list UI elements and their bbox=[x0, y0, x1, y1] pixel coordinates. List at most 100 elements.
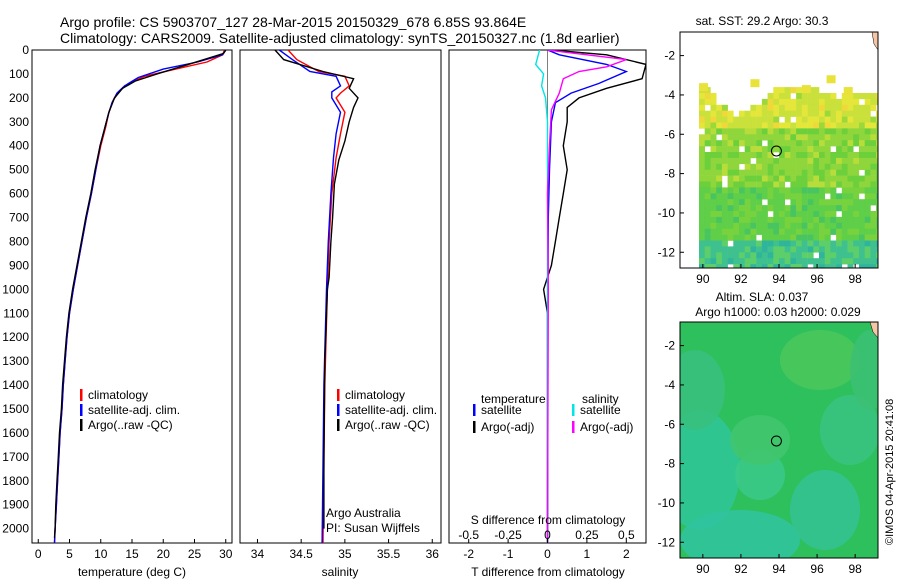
depth-tick-label: 900 bbox=[9, 258, 29, 272]
legend-swatch bbox=[337, 404, 340, 416]
legend-entry: satellite bbox=[481, 403, 522, 417]
difference-xtick-label: -2 bbox=[463, 547, 474, 561]
temperature-xlabel: temperature (deg C) bbox=[78, 565, 186, 579]
map-xtick-label: 96 bbox=[810, 562, 824, 576]
s-scale-label: 0 bbox=[544, 528, 551, 542]
map-ytick-label: -12 bbox=[658, 245, 676, 259]
legend-title-temperature: temperature bbox=[481, 392, 546, 406]
depth-tick-label: 1000 bbox=[2, 282, 29, 296]
map-xtick-label: 90 bbox=[696, 272, 710, 286]
map-xtick-label: 94 bbox=[772, 562, 786, 576]
map-xtick-label: 92 bbox=[734, 562, 748, 576]
land-patch bbox=[869, 322, 878, 339]
difference-panel: -2 -1 0 1 2 S difference from climatology -0… bbox=[448, 49, 647, 579]
depth-tick-label: 2000 bbox=[2, 522, 29, 536]
map-ytick-label: -12 bbox=[658, 535, 676, 549]
salinity-annotation-line-1: Argo Australia bbox=[326, 506, 401, 520]
difference-xtick-label: 1 bbox=[584, 547, 591, 561]
legend-entry: satellite-adj. clim. bbox=[88, 403, 180, 417]
difference-s-label: S difference from climatology bbox=[471, 513, 626, 527]
legend-swatch bbox=[337, 419, 340, 431]
sst-map-panel: sat. SST: 29.2 Argo: 30.3 90 92 94 96 98 -2 -4… bbox=[658, 14, 879, 286]
map-ytick-label: -10 bbox=[658, 496, 676, 510]
depth-tick-label: 200 bbox=[9, 91, 29, 105]
legend-entry: climatology bbox=[345, 388, 405, 402]
legend-entry: satellite bbox=[580, 403, 621, 417]
temperature-xtick-label: 25 bbox=[188, 547, 202, 561]
salinity-panel: 34 34.5 35 35.5 36 salinity climatologysatel… bbox=[239, 49, 442, 579]
map-xtick-label: 92 bbox=[734, 272, 748, 286]
depth-tick-label: 1100 bbox=[3, 306, 29, 320]
depth-tick-label: 300 bbox=[9, 115, 29, 129]
map-xtick-label: 98 bbox=[848, 562, 862, 576]
map-ytick-label: -8 bbox=[664, 167, 675, 181]
legend-swatch bbox=[473, 421, 476, 433]
difference-xtick-label: 2 bbox=[623, 547, 630, 561]
temperature-xtick-label: 10 bbox=[94, 547, 108, 561]
temperature-xtick-label: 5 bbox=[66, 547, 73, 561]
float-position-marker bbox=[770, 145, 782, 157]
legend-entry: Argo(..raw -QC) bbox=[88, 418, 173, 432]
temperature-xtick-label: 20 bbox=[157, 547, 171, 561]
sla-map-subtitle: Argo h1000: 0.03 h2000: 0.029 bbox=[695, 305, 861, 319]
difference-xtick-label: -1 bbox=[503, 547, 514, 561]
difference-x-axis: -2 -1 0 1 2 bbox=[463, 539, 630, 561]
depth-tick-label: 500 bbox=[9, 163, 29, 177]
legend-swatch bbox=[572, 421, 575, 433]
depth-tick-label: 700 bbox=[9, 211, 29, 225]
depth-tick-label: 1900 bbox=[2, 498, 29, 512]
temperature-panel: 0 5 10 15 20 25 30 temperature (deg C) climato… bbox=[31, 49, 233, 579]
title-line-2: Climatology: CARS2009. Satellite-adjuste… bbox=[60, 30, 620, 46]
salinity-plot-frame bbox=[239, 49, 442, 544]
temperature-x-axis: 0 5 10 15 20 25 30 bbox=[35, 539, 233, 561]
sla-heatmap-cells bbox=[680, 322, 878, 558]
map-ytick-label: -2 bbox=[664, 339, 675, 353]
legend-entry: Argo(-adj) bbox=[580, 420, 633, 434]
depth-tick-label: 1300 bbox=[2, 354, 29, 368]
sst-map-axes: 90 92 94 96 98 -2 -4 -6 -8 -10 -12 bbox=[658, 49, 862, 286]
depth-axis: 0 100 200 300 400 500 600 700 800 900 1000 1100 1200… bbox=[2, 43, 36, 536]
legend-entry: Argo(..raw -QC) bbox=[345, 418, 430, 432]
land-patch bbox=[871, 32, 878, 51]
depth-tick-label: 1800 bbox=[2, 474, 29, 488]
sst-heatmap-cells bbox=[699, 75, 878, 268]
legend-title-salinity: salinity bbox=[582, 392, 619, 406]
temperature-plot-frame bbox=[31, 49, 233, 544]
salinity-xtick-label: 34 bbox=[251, 547, 265, 561]
temperature-series-2 bbox=[53, 50, 227, 539]
legend-swatch bbox=[80, 419, 83, 431]
map-ytick-label: -4 bbox=[664, 88, 675, 102]
difference-xlabel: T difference from climatology bbox=[471, 565, 625, 579]
float-position-marker bbox=[770, 435, 782, 447]
depth-tick-label: 1200 bbox=[2, 330, 29, 344]
title-line-1: Argo profile: CS 5903707_127 28-Mar-2015… bbox=[60, 14, 527, 30]
difference-s-scale: -0.5 -0.25 0 0.25 0.5 bbox=[458, 528, 635, 542]
difference-legend: temperature salinity satellite Argo(-adj)… bbox=[473, 392, 633, 434]
depth-tick-label: 0 bbox=[22, 43, 29, 57]
legend-swatch bbox=[572, 404, 575, 416]
legend-entry: satellite-adj. clim. bbox=[345, 403, 437, 417]
salinity-series-2 bbox=[274, 50, 359, 529]
salinity-xtick-label: 34.5 bbox=[289, 547, 313, 561]
depth-tick-label: 400 bbox=[9, 139, 29, 153]
difference-series-3 bbox=[546, 50, 627, 543]
legend-swatch bbox=[80, 389, 83, 401]
difference-xtick-label: 0 bbox=[544, 547, 551, 561]
s-scale-label: 0.5 bbox=[618, 528, 635, 542]
map-ytick-label: -4 bbox=[664, 378, 675, 392]
s-scale-label: -0.25 bbox=[494, 528, 522, 542]
depth-tick-label: 1500 bbox=[2, 402, 29, 416]
salinity-annotation-line-2: PI: Susan Wijffels bbox=[326, 521, 420, 535]
map-xtick-label: 90 bbox=[696, 562, 710, 576]
salinity-xtick-label: 35 bbox=[338, 547, 352, 561]
map-ytick-label: -8 bbox=[664, 457, 675, 471]
s-scale-label: 0.25 bbox=[575, 528, 599, 542]
sla-map-axes: 90 92 94 96 98 -2 -4 -6 -8 -10 -12 bbox=[658, 339, 862, 576]
map-xtick-label: 98 bbox=[848, 272, 862, 286]
depth-tick-label: 800 bbox=[9, 234, 29, 248]
salinity-xtick-label: 36 bbox=[426, 547, 440, 561]
map-ytick-label: -2 bbox=[664, 49, 675, 63]
